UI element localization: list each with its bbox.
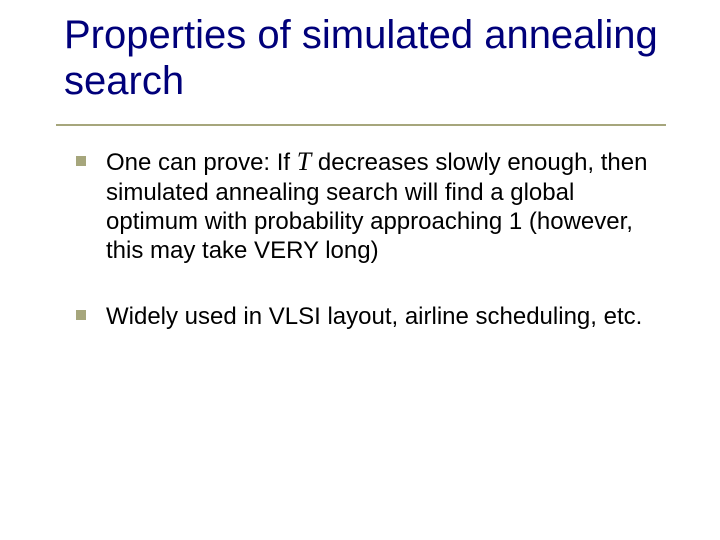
bullet-item: One can prove: If T decreases slowly eno… — [76, 146, 661, 266]
bullet-variable: T — [297, 147, 311, 176]
bullet-prefix: Widely used in VLSI layout, airline sche… — [106, 303, 642, 330]
bullet-item: Widely used in VLSI layout, airline sche… — [76, 300, 661, 332]
bullet-prefix: One can prove: If — [106, 149, 297, 176]
slide-body: One can prove: If T decreases slowly eno… — [76, 146, 661, 365]
title-underline — [56, 124, 666, 126]
bullet-text: One can prove: If T decreases slowly eno… — [106, 146, 661, 266]
slide-title: Properties of simulated annealing search — [64, 12, 664, 104]
square-bullet-icon — [76, 310, 86, 320]
bullet-text: Widely used in VLSI layout, airline sche… — [106, 300, 642, 332]
slide: Properties of simulated annealing search… — [0, 0, 720, 540]
square-bullet-icon — [76, 156, 86, 166]
